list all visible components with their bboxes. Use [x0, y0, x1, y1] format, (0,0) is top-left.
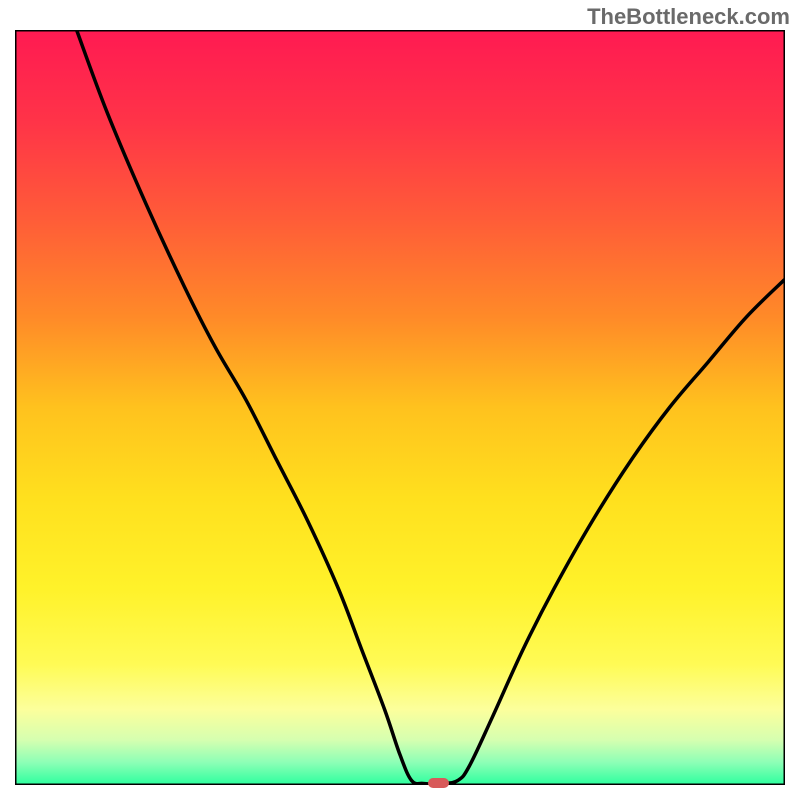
optimal-marker	[428, 778, 450, 788]
plot-svg	[15, 30, 785, 785]
chart-container: TheBottleneck.com	[0, 0, 800, 800]
watermark-text: TheBottleneck.com	[587, 4, 790, 30]
plot-area	[15, 30, 785, 785]
